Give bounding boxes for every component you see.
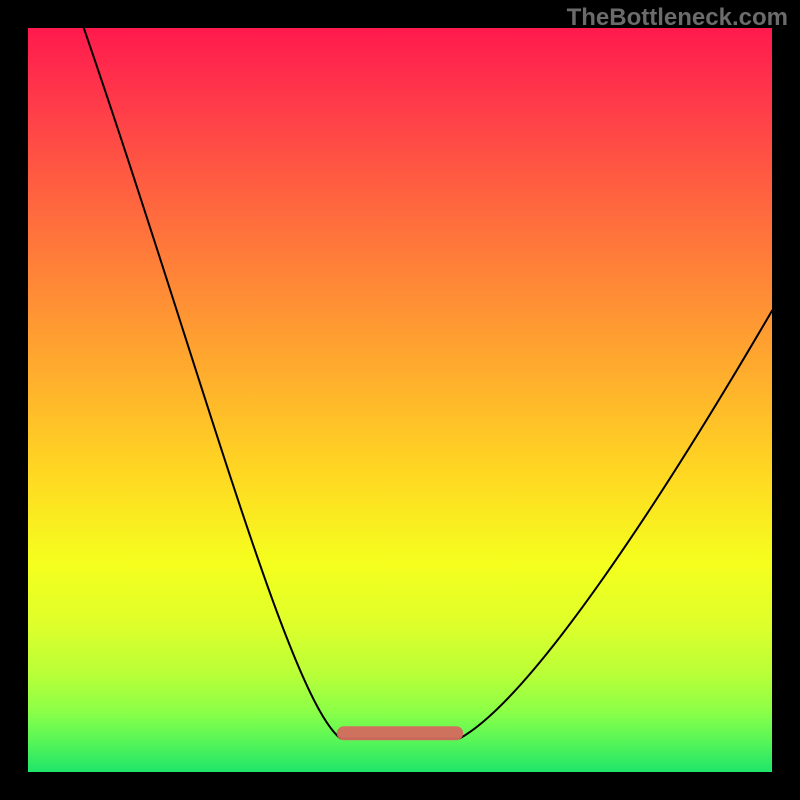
plot-svg (28, 28, 772, 772)
watermark-text: TheBottleneck.com (567, 4, 788, 32)
gradient-background (28, 28, 772, 772)
chart-frame: TheBottleneck.com (0, 0, 800, 800)
plot-area (28, 28, 772, 772)
optimal-range-band (337, 726, 463, 740)
